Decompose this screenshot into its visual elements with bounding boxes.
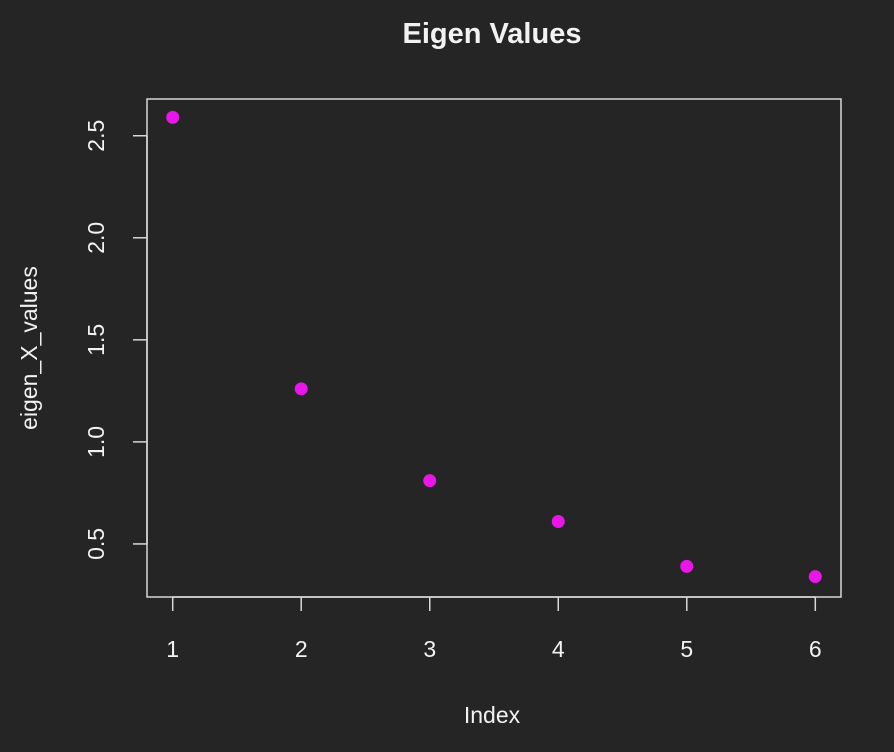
y-tick-label: 1.5 [83, 324, 109, 356]
x-tick-label: 5 [680, 636, 693, 662]
x-axis-label: Index [464, 702, 521, 728]
data-point [808, 570, 822, 584]
x-tick-label: 1 [166, 636, 179, 662]
x-tick-label: 4 [552, 636, 565, 662]
x-tick-label: 2 [295, 636, 308, 662]
y-tick-label: 2.5 [83, 120, 109, 152]
data-point [680, 559, 694, 573]
y-tick-label: 0.5 [83, 528, 109, 560]
data-points [166, 110, 822, 584]
y-tick-label: 1.0 [83, 426, 109, 458]
x-tick-label: 6 [809, 636, 822, 662]
data-point [423, 474, 437, 488]
data-point [294, 382, 308, 396]
data-point [551, 514, 565, 528]
y-axis-label: eigen_X_values [16, 266, 42, 430]
x-axis: 1 2 3 4 5 6 [166, 596, 822, 662]
y-tick-label: 2.0 [83, 222, 109, 254]
x-tick-label: 3 [423, 636, 436, 662]
plot-frame [146, 98, 842, 598]
y-axis: 0.5 1.0 1.5 2.0 2.5 [83, 120, 148, 560]
chart-title: Eigen Values [403, 18, 582, 50]
data-point [166, 110, 180, 124]
